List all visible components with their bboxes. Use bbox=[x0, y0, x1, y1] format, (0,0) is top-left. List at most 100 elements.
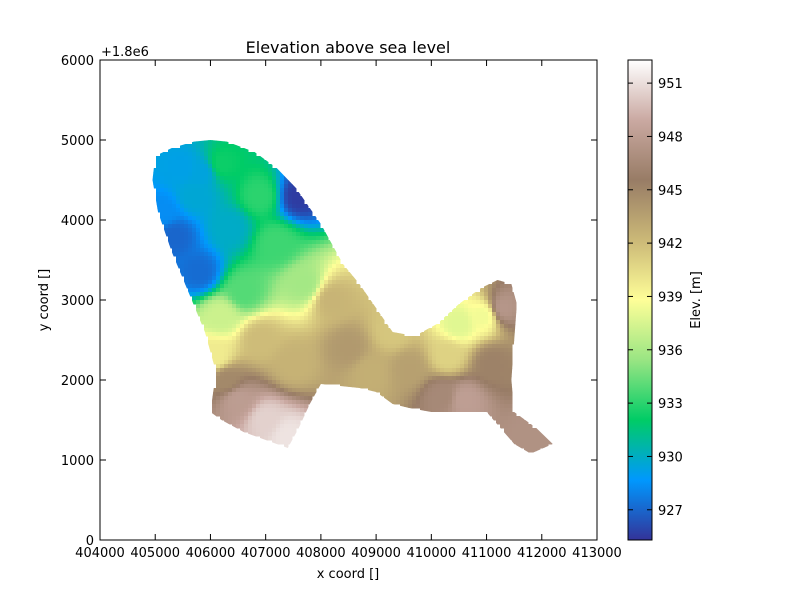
heatmap-cell bbox=[180, 188, 185, 193]
heatmap-cell bbox=[284, 312, 289, 317]
heatmap-cell bbox=[288, 248, 293, 253]
heatmap-cell bbox=[508, 376, 513, 381]
heatmap-cell bbox=[292, 388, 297, 393]
heatmap-cell bbox=[216, 400, 221, 405]
heatmap-cell bbox=[188, 276, 193, 281]
heatmap-cell bbox=[196, 264, 201, 269]
heatmap-cell bbox=[292, 320, 297, 325]
x-axis-label: x coord [] bbox=[317, 567, 380, 582]
heatmap-cell bbox=[256, 380, 261, 385]
heatmap-cell bbox=[260, 208, 265, 213]
heatmap-cell bbox=[296, 392, 301, 397]
heatmap-cell bbox=[360, 320, 365, 325]
heatmap-cell bbox=[240, 380, 245, 385]
heatmap-cell bbox=[240, 416, 245, 421]
heatmap-cell bbox=[220, 184, 225, 189]
heatmap-cell bbox=[208, 224, 213, 229]
heatmap-cell bbox=[296, 348, 301, 353]
heatmap-cell bbox=[392, 400, 397, 405]
heatmap-cell bbox=[236, 264, 241, 269]
heatmap-cell bbox=[456, 376, 461, 381]
heatmap-cell bbox=[200, 236, 205, 241]
heatmap-cell bbox=[524, 444, 529, 449]
heatmap-cell bbox=[256, 384, 261, 389]
heatmap-cell bbox=[412, 376, 417, 381]
heatmap-cell bbox=[444, 388, 449, 393]
heatmap-cell bbox=[492, 336, 497, 341]
heatmap-cell bbox=[268, 352, 273, 357]
heatmap-cell bbox=[208, 304, 213, 309]
heatmap-cell bbox=[332, 348, 337, 353]
heatmap-cell bbox=[256, 212, 261, 217]
heatmap-cell bbox=[220, 268, 225, 273]
heatmap-cell bbox=[156, 176, 161, 181]
heatmap-cell bbox=[308, 304, 313, 309]
heatmap-cell bbox=[392, 368, 397, 373]
heatmap-cell bbox=[316, 304, 321, 309]
heatmap-cell bbox=[340, 372, 345, 377]
heatmap-cell bbox=[240, 420, 245, 425]
heatmap-cell bbox=[284, 236, 289, 241]
heatmap-cell bbox=[388, 352, 393, 357]
heatmap-cell bbox=[340, 364, 345, 369]
heatmap-cell bbox=[484, 372, 489, 377]
heatmap-cell bbox=[520, 432, 525, 437]
heatmap-cell bbox=[228, 280, 233, 285]
heatmap-cell bbox=[316, 308, 321, 313]
heatmap-cell bbox=[360, 384, 365, 389]
heatmap-cell bbox=[268, 384, 273, 389]
heatmap-cell bbox=[244, 404, 249, 409]
heatmap-cell bbox=[232, 248, 237, 253]
heatmap-cell bbox=[296, 288, 301, 293]
heatmap-cell bbox=[468, 364, 473, 369]
heatmap-cell bbox=[244, 156, 249, 161]
heatmap-cell bbox=[216, 324, 221, 329]
heatmap-cell bbox=[396, 360, 401, 365]
heatmap-cell bbox=[324, 292, 329, 297]
heatmap-cell bbox=[172, 160, 177, 165]
heatmap-cell bbox=[288, 256, 293, 261]
heatmap-cell bbox=[304, 212, 309, 217]
heatmap-cell bbox=[272, 232, 277, 237]
heatmap-cell bbox=[432, 352, 437, 357]
heatmap-cell bbox=[316, 244, 321, 249]
heatmap-cell bbox=[472, 352, 477, 357]
heatmap-cell bbox=[532, 432, 537, 437]
heatmap-cell bbox=[420, 376, 425, 381]
heatmap-cell bbox=[368, 356, 373, 361]
heatmap-cell bbox=[332, 304, 337, 309]
heatmap-cell bbox=[408, 364, 413, 369]
heatmap-cell bbox=[176, 232, 181, 237]
heatmap-cell bbox=[480, 360, 485, 365]
heatmap-cell bbox=[408, 384, 413, 389]
heatmap-cell bbox=[260, 340, 265, 345]
heatmap-cell bbox=[284, 240, 289, 245]
heatmap-cell bbox=[228, 200, 233, 205]
heatmap-cell bbox=[244, 220, 249, 225]
heatmap-cell bbox=[316, 300, 321, 305]
heatmap-cell bbox=[316, 324, 321, 329]
heatmap-cell bbox=[388, 356, 393, 361]
heatmap-cell bbox=[500, 400, 505, 405]
heatmap-cell bbox=[188, 192, 193, 197]
heatmap-cell bbox=[276, 408, 281, 413]
heatmap-cell bbox=[252, 152, 257, 157]
heatmap-cell bbox=[236, 240, 241, 245]
heatmap-cell bbox=[280, 276, 285, 281]
heatmap-cell bbox=[228, 392, 233, 397]
heatmap-cell bbox=[304, 332, 309, 337]
heatmap-cell bbox=[220, 332, 225, 337]
heatmap-cell bbox=[228, 176, 233, 181]
heatmap-cell bbox=[380, 344, 385, 349]
heatmap-cell bbox=[236, 376, 241, 381]
heatmap-cell bbox=[272, 220, 277, 225]
heatmap-cell bbox=[308, 220, 313, 225]
heatmap-cell bbox=[332, 356, 337, 361]
heatmap-cell bbox=[220, 336, 225, 341]
heatmap-cell bbox=[228, 264, 233, 269]
heatmap-cell bbox=[364, 328, 369, 333]
heatmap-cell bbox=[212, 208, 217, 213]
heatmap-cell bbox=[496, 404, 501, 409]
heatmap-cell bbox=[192, 200, 197, 205]
heatmap-cell bbox=[292, 328, 297, 333]
